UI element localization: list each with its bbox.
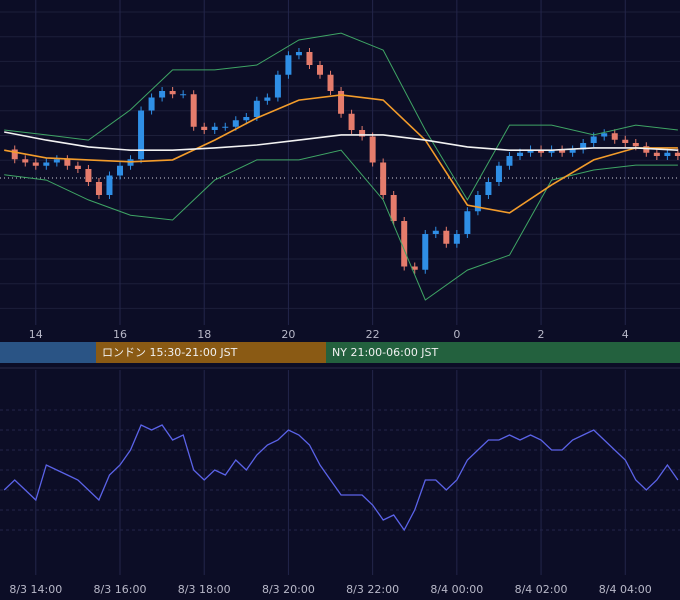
candle-body — [211, 126, 218, 130]
candle-body — [359, 130, 366, 137]
candle-body — [327, 74, 334, 91]
candle-body — [495, 165, 502, 182]
candle-body — [664, 152, 671, 156]
candle-body — [580, 143, 587, 150]
candle-body — [432, 230, 439, 234]
candle-body — [517, 152, 523, 156]
candle-body — [422, 234, 429, 270]
candle-body — [601, 133, 608, 137]
candle-body — [674, 152, 680, 156]
x-tick-label: 2 — [538, 328, 545, 341]
candle-body — [569, 149, 576, 153]
candle-body — [64, 159, 71, 166]
candle-body — [369, 136, 376, 163]
x-tick-label: 8/4 00:00 — [430, 583, 483, 596]
candle-body — [22, 159, 29, 163]
candle-body — [159, 91, 166, 98]
candle-body — [485, 182, 492, 195]
candle-body — [401, 221, 408, 267]
x-tick-label: 14 — [29, 328, 43, 341]
x-tick-label: 8/3 16:00 — [94, 583, 147, 596]
candle-body — [53, 159, 60, 163]
candle-body — [464, 211, 471, 234]
candle-body — [264, 97, 271, 101]
candle-body — [538, 149, 545, 153]
candle-body — [190, 94, 197, 127]
x-tick-label: 22 — [366, 328, 380, 341]
tokyo-session — [0, 342, 96, 363]
x-tick-label: 8/3 18:00 — [178, 583, 231, 596]
candle-body — [285, 55, 292, 75]
candle-body — [306, 52, 313, 65]
candle-body — [548, 149, 555, 153]
candle-body — [274, 74, 281, 98]
ny-session — [326, 342, 680, 363]
x-tick-label: 18 — [197, 328, 211, 341]
x-tick-label: 4 — [622, 328, 629, 341]
candle-body — [611, 133, 618, 140]
london-label: ロンドン 15:30-21:00 JST — [102, 346, 238, 359]
ny-label: NY 21:00-06:00 JST — [332, 346, 439, 359]
candle-body — [348, 113, 355, 130]
candle-body — [474, 195, 481, 212]
x-tick-label: 8/4 02:00 — [515, 583, 568, 596]
x-tick-label: 8/3 22:00 — [346, 583, 399, 596]
candle-body — [85, 169, 92, 182]
candle-body — [338, 91, 345, 114]
series-line — [4, 94, 678, 214]
candle-body — [253, 100, 260, 117]
candle-body — [11, 149, 18, 160]
plot — [3, 424, 679, 532]
plot — [4, 32, 680, 301]
candle-body — [43, 162, 50, 166]
candle-body — [148, 97, 155, 111]
candle-body — [622, 139, 629, 143]
candle-body — [295, 52, 302, 56]
series-line — [3, 424, 679, 532]
x-tick-label: 20 — [281, 328, 295, 341]
london-session — [96, 342, 326, 363]
candle-body — [643, 146, 650, 153]
candle-body — [243, 117, 250, 121]
candle-body — [506, 156, 513, 166]
candle-body — [632, 143, 639, 147]
x-tick-label: 8/4 04:00 — [599, 583, 652, 596]
candle-body — [390, 195, 397, 221]
candle-body — [527, 149, 534, 153]
x-tick-label: 8/3 14:00 — [9, 583, 62, 596]
candle-body — [559, 149, 566, 153]
series-line — [4, 32, 678, 201]
candle-body — [411, 266, 418, 270]
series-line — [4, 131, 678, 151]
session-bar: ロンドン 15:30-21:00 JST NY 21:00-06:00 JST — [0, 342, 680, 363]
candle-body — [317, 65, 323, 75]
candle-body — [180, 94, 187, 96]
candle-body — [74, 165, 81, 169]
candle-body — [138, 110, 145, 160]
x-tick-label: 8/3 20:00 — [262, 583, 315, 596]
candle-body — [169, 91, 176, 95]
candle-body — [106, 175, 113, 195]
x-tick-label: 16 — [113, 328, 127, 341]
candle-body — [453, 234, 460, 244]
candle-body — [443, 230, 450, 244]
candle-body — [232, 120, 239, 127]
candle-body — [32, 162, 39, 166]
candle-body — [380, 162, 387, 195]
candle-body — [95, 182, 102, 195]
candle-body — [222, 126, 229, 128]
candle-body — [201, 126, 208, 130]
candle-body — [117, 165, 123, 176]
x-tick-label: 0 — [453, 328, 460, 341]
candle-body — [590, 136, 597, 143]
candle-body — [653, 152, 660, 156]
